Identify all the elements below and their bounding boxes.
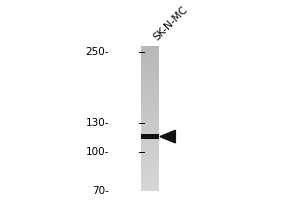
Bar [141, 153, 159, 155]
Bar [141, 48, 159, 50]
Bar [141, 91, 159, 93]
Bar [141, 171, 159, 173]
Bar [141, 138, 159, 140]
Bar [141, 160, 159, 162]
Bar [141, 122, 159, 124]
Bar [141, 164, 159, 166]
Bar [141, 173, 159, 175]
Bar [141, 79, 159, 81]
Bar [141, 97, 159, 99]
Polygon shape [160, 130, 176, 143]
Bar [141, 187, 159, 189]
Bar [141, 82, 159, 84]
Bar [141, 147, 159, 149]
Bar [141, 180, 159, 182]
Bar [141, 90, 159, 91]
Bar [141, 59, 159, 61]
Bar [141, 149, 159, 151]
Bar [141, 70, 159, 72]
Bar [141, 137, 159, 138]
Bar [141, 81, 159, 82]
Bar [141, 66, 159, 68]
Bar [141, 46, 159, 48]
Bar [141, 157, 159, 158]
Bar [141, 50, 159, 52]
Bar [141, 142, 159, 144]
Bar [141, 102, 159, 104]
Bar [141, 104, 159, 106]
Bar [141, 108, 159, 109]
Bar [141, 117, 159, 119]
Bar [141, 185, 159, 187]
Bar [141, 68, 159, 70]
Bar [141, 126, 159, 128]
Bar [141, 166, 159, 167]
Bar [141, 124, 159, 126]
Bar [141, 189, 159, 191]
Bar [141, 95, 159, 97]
Bar [141, 88, 159, 90]
Bar [141, 99, 159, 100]
Bar [141, 61, 159, 62]
Text: SK-N-MC: SK-N-MC [152, 4, 190, 42]
Bar [141, 106, 159, 108]
Bar [141, 100, 159, 102]
Bar [141, 146, 159, 147]
Bar [141, 111, 159, 113]
Bar [141, 86, 159, 88]
Bar [141, 169, 159, 171]
Text: 70-: 70- [92, 186, 109, 196]
Bar [141, 182, 159, 184]
Bar [141, 144, 159, 146]
Bar [141, 52, 159, 53]
Bar [141, 64, 159, 66]
Bar [141, 134, 159, 139]
Text: 130-: 130- [86, 118, 109, 128]
Bar [141, 176, 159, 178]
Text: 100-: 100- [86, 147, 109, 157]
Bar [141, 113, 159, 115]
Bar [141, 155, 159, 157]
Bar [141, 140, 159, 142]
Bar [141, 158, 159, 160]
Bar [141, 162, 159, 164]
Bar [141, 93, 159, 95]
Bar [141, 75, 159, 77]
Bar [141, 167, 159, 169]
Bar [141, 129, 159, 131]
Bar [141, 62, 159, 64]
Bar [141, 84, 159, 86]
Bar [141, 178, 159, 180]
Bar [141, 120, 159, 122]
Bar [141, 133, 159, 135]
Bar [141, 184, 159, 185]
Bar [141, 73, 159, 75]
Bar [141, 72, 159, 73]
Bar [141, 135, 159, 137]
Bar [141, 77, 159, 79]
Text: 250-: 250- [86, 47, 109, 57]
Bar [141, 119, 159, 120]
Bar [141, 175, 159, 176]
Bar [141, 55, 159, 57]
Bar [141, 53, 159, 55]
Bar [141, 57, 159, 59]
Bar [141, 131, 159, 133]
Bar [141, 151, 159, 153]
Bar [141, 109, 159, 111]
Bar [141, 128, 159, 129]
Bar [141, 115, 159, 117]
